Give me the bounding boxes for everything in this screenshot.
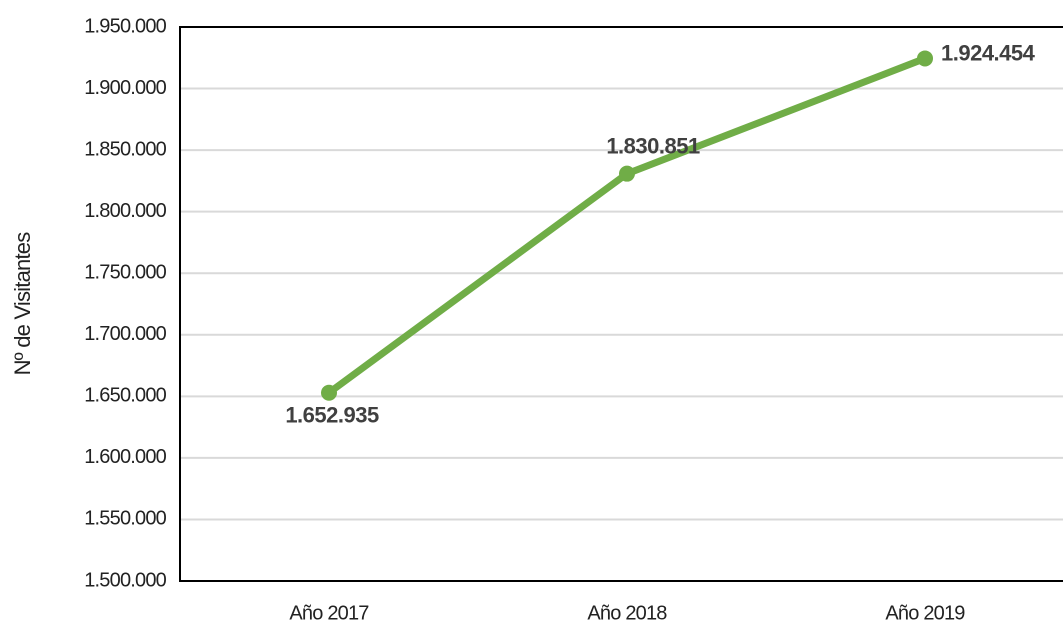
data-label: 1.652.935 [285,403,379,428]
y-tick-label: 1.550.000 [84,508,166,530]
x-tick-label: Año 2018 [587,602,667,624]
y-tick-label: 1.600.000 [84,446,166,468]
point [917,50,933,67]
x-tick-label: Año 2019 [885,602,965,624]
data-label: 1.924.454 [941,40,1036,65]
y-tick-label: 1.750.000 [84,262,166,284]
y-tick-label: 1.950.000 [84,15,166,37]
x-tick-label: Año 2017 [289,602,369,624]
point [321,384,337,401]
y-tick-label: 1.800.000 [84,200,166,222]
point [619,165,635,182]
line [326,55,927,396]
y-tick-label: 1.700.000 [84,323,166,345]
data-label: 1.830.851 [606,133,700,158]
y-tick-label: 1.500.000 [84,569,166,591]
plot-frame [179,26,1063,582]
y-tick-label: 1.650.000 [84,385,166,407]
y-tick-label: 1.850.000 [84,138,166,160]
y-axis-label: Nº de Visitantes [10,232,35,376]
y-tick-label: 1.900.000 [84,77,166,99]
